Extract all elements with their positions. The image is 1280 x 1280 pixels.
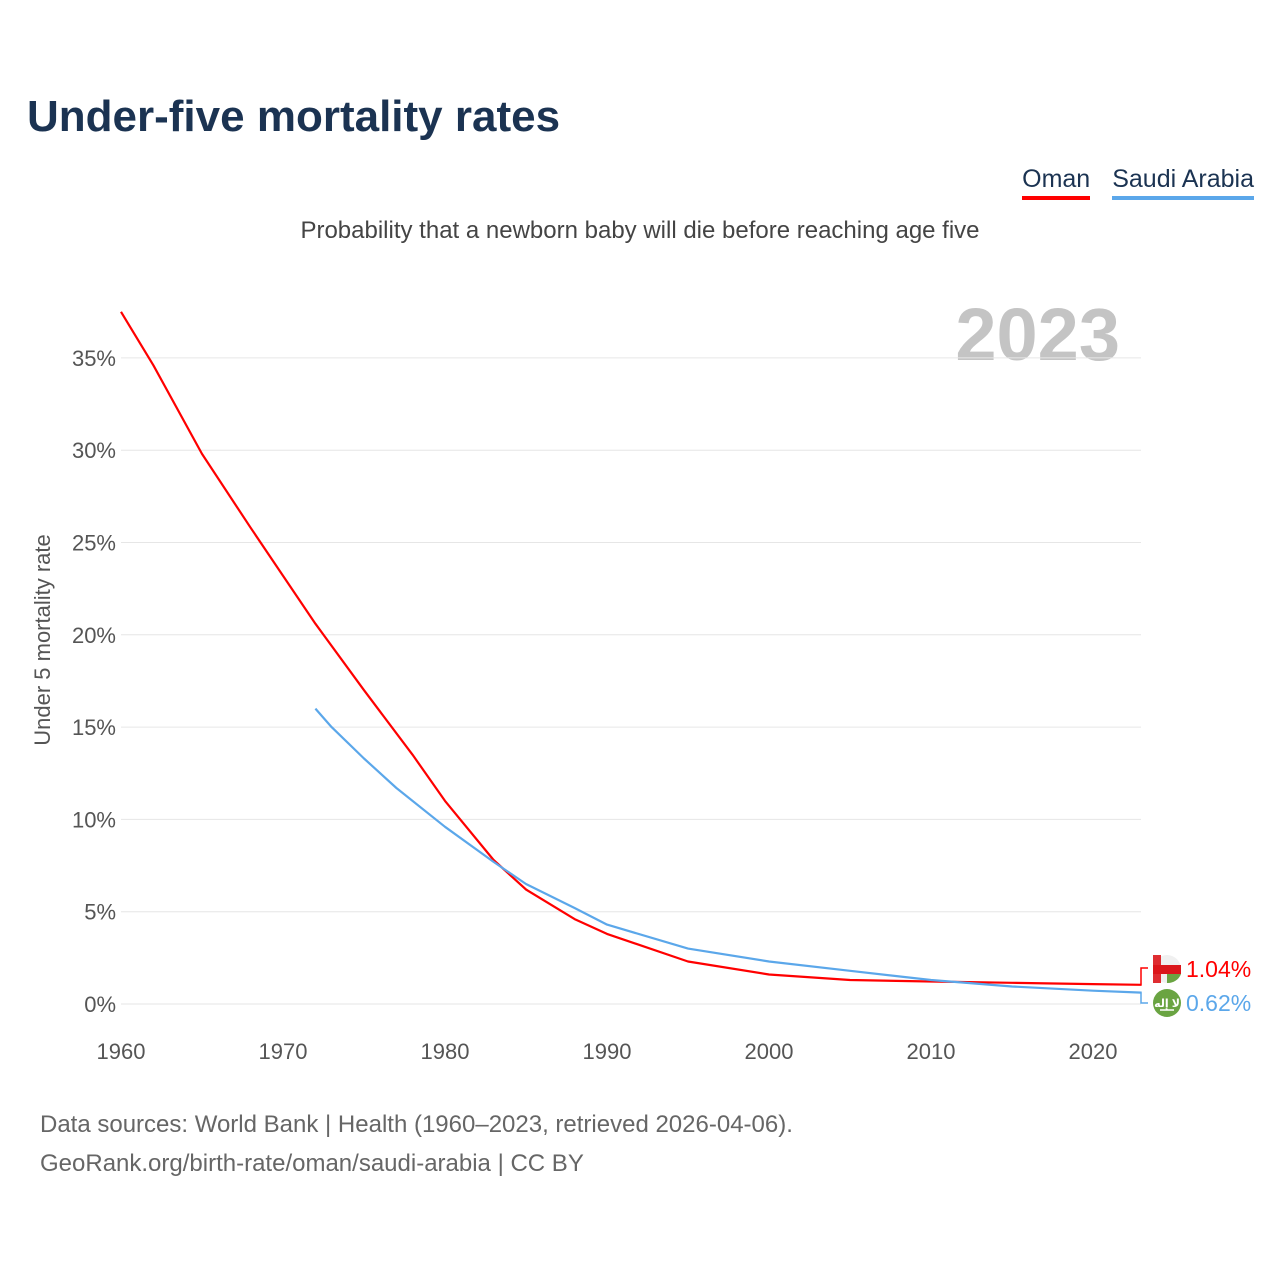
x-tick-label: 2000 <box>745 1039 794 1064</box>
footer: Data sources: World Bank | Health (1960–… <box>40 1105 793 1183</box>
oman-flag-hoist <box>1153 955 1161 983</box>
legend-item-oman[interactable]: Oman <box>1022 165 1091 200</box>
oman-flag-green <box>1167 974 1181 984</box>
end-connector <box>1140 991 1148 1004</box>
chart-title: Under-five mortality rates <box>27 92 561 141</box>
end-value-label: 0.62% <box>1186 990 1251 1016</box>
year-watermark: 2023 <box>955 293 1120 376</box>
y-tick-label: 35% <box>72 346 116 371</box>
end-value-label: 1.04% <box>1186 956 1251 982</box>
y-tick-label: 5% <box>84 900 116 925</box>
y-tick-label: 10% <box>72 807 116 832</box>
end-connector <box>1140 967 1148 986</box>
saudi-flag-script: ﻻ إله <box>1154 998 1180 1010</box>
x-tick-label: 1960 <box>97 1039 146 1064</box>
y-tick-label: 0% <box>84 992 116 1017</box>
oman-flag-stripe <box>1153 965 1181 974</box>
legend: Oman Saudi Arabia <box>1022 165 1254 200</box>
x-tick-label: 2020 <box>1069 1039 1118 1064</box>
attribution-text: GeoRank.org/birth-rate/oman/saudi-arabia… <box>40 1150 584 1177</box>
y-tick-label: 30% <box>72 438 116 463</box>
y-tick-label: 25% <box>72 531 116 556</box>
y-tick-label: 15% <box>72 715 116 740</box>
x-tick-label: 1990 <box>583 1039 632 1064</box>
source-text: Data sources: World Bank | Health (1960–… <box>40 1111 793 1138</box>
series-line-saudi-arabia <box>314 707 1142 994</box>
y-tick-label: 20% <box>72 623 116 648</box>
x-tick-label: 1970 <box>259 1039 308 1064</box>
x-tick-label: 2010 <box>907 1039 956 1064</box>
y-axis-label: Under 5 mortality rate <box>30 534 55 746</box>
x-tick-label: 1980 <box>421 1039 470 1064</box>
series-line-oman <box>120 311 1142 986</box>
chart-subtitle: Probability that a newborn baby will die… <box>300 217 980 244</box>
legend-item-saudi-arabia[interactable]: Saudi Arabia <box>1112 165 1254 200</box>
